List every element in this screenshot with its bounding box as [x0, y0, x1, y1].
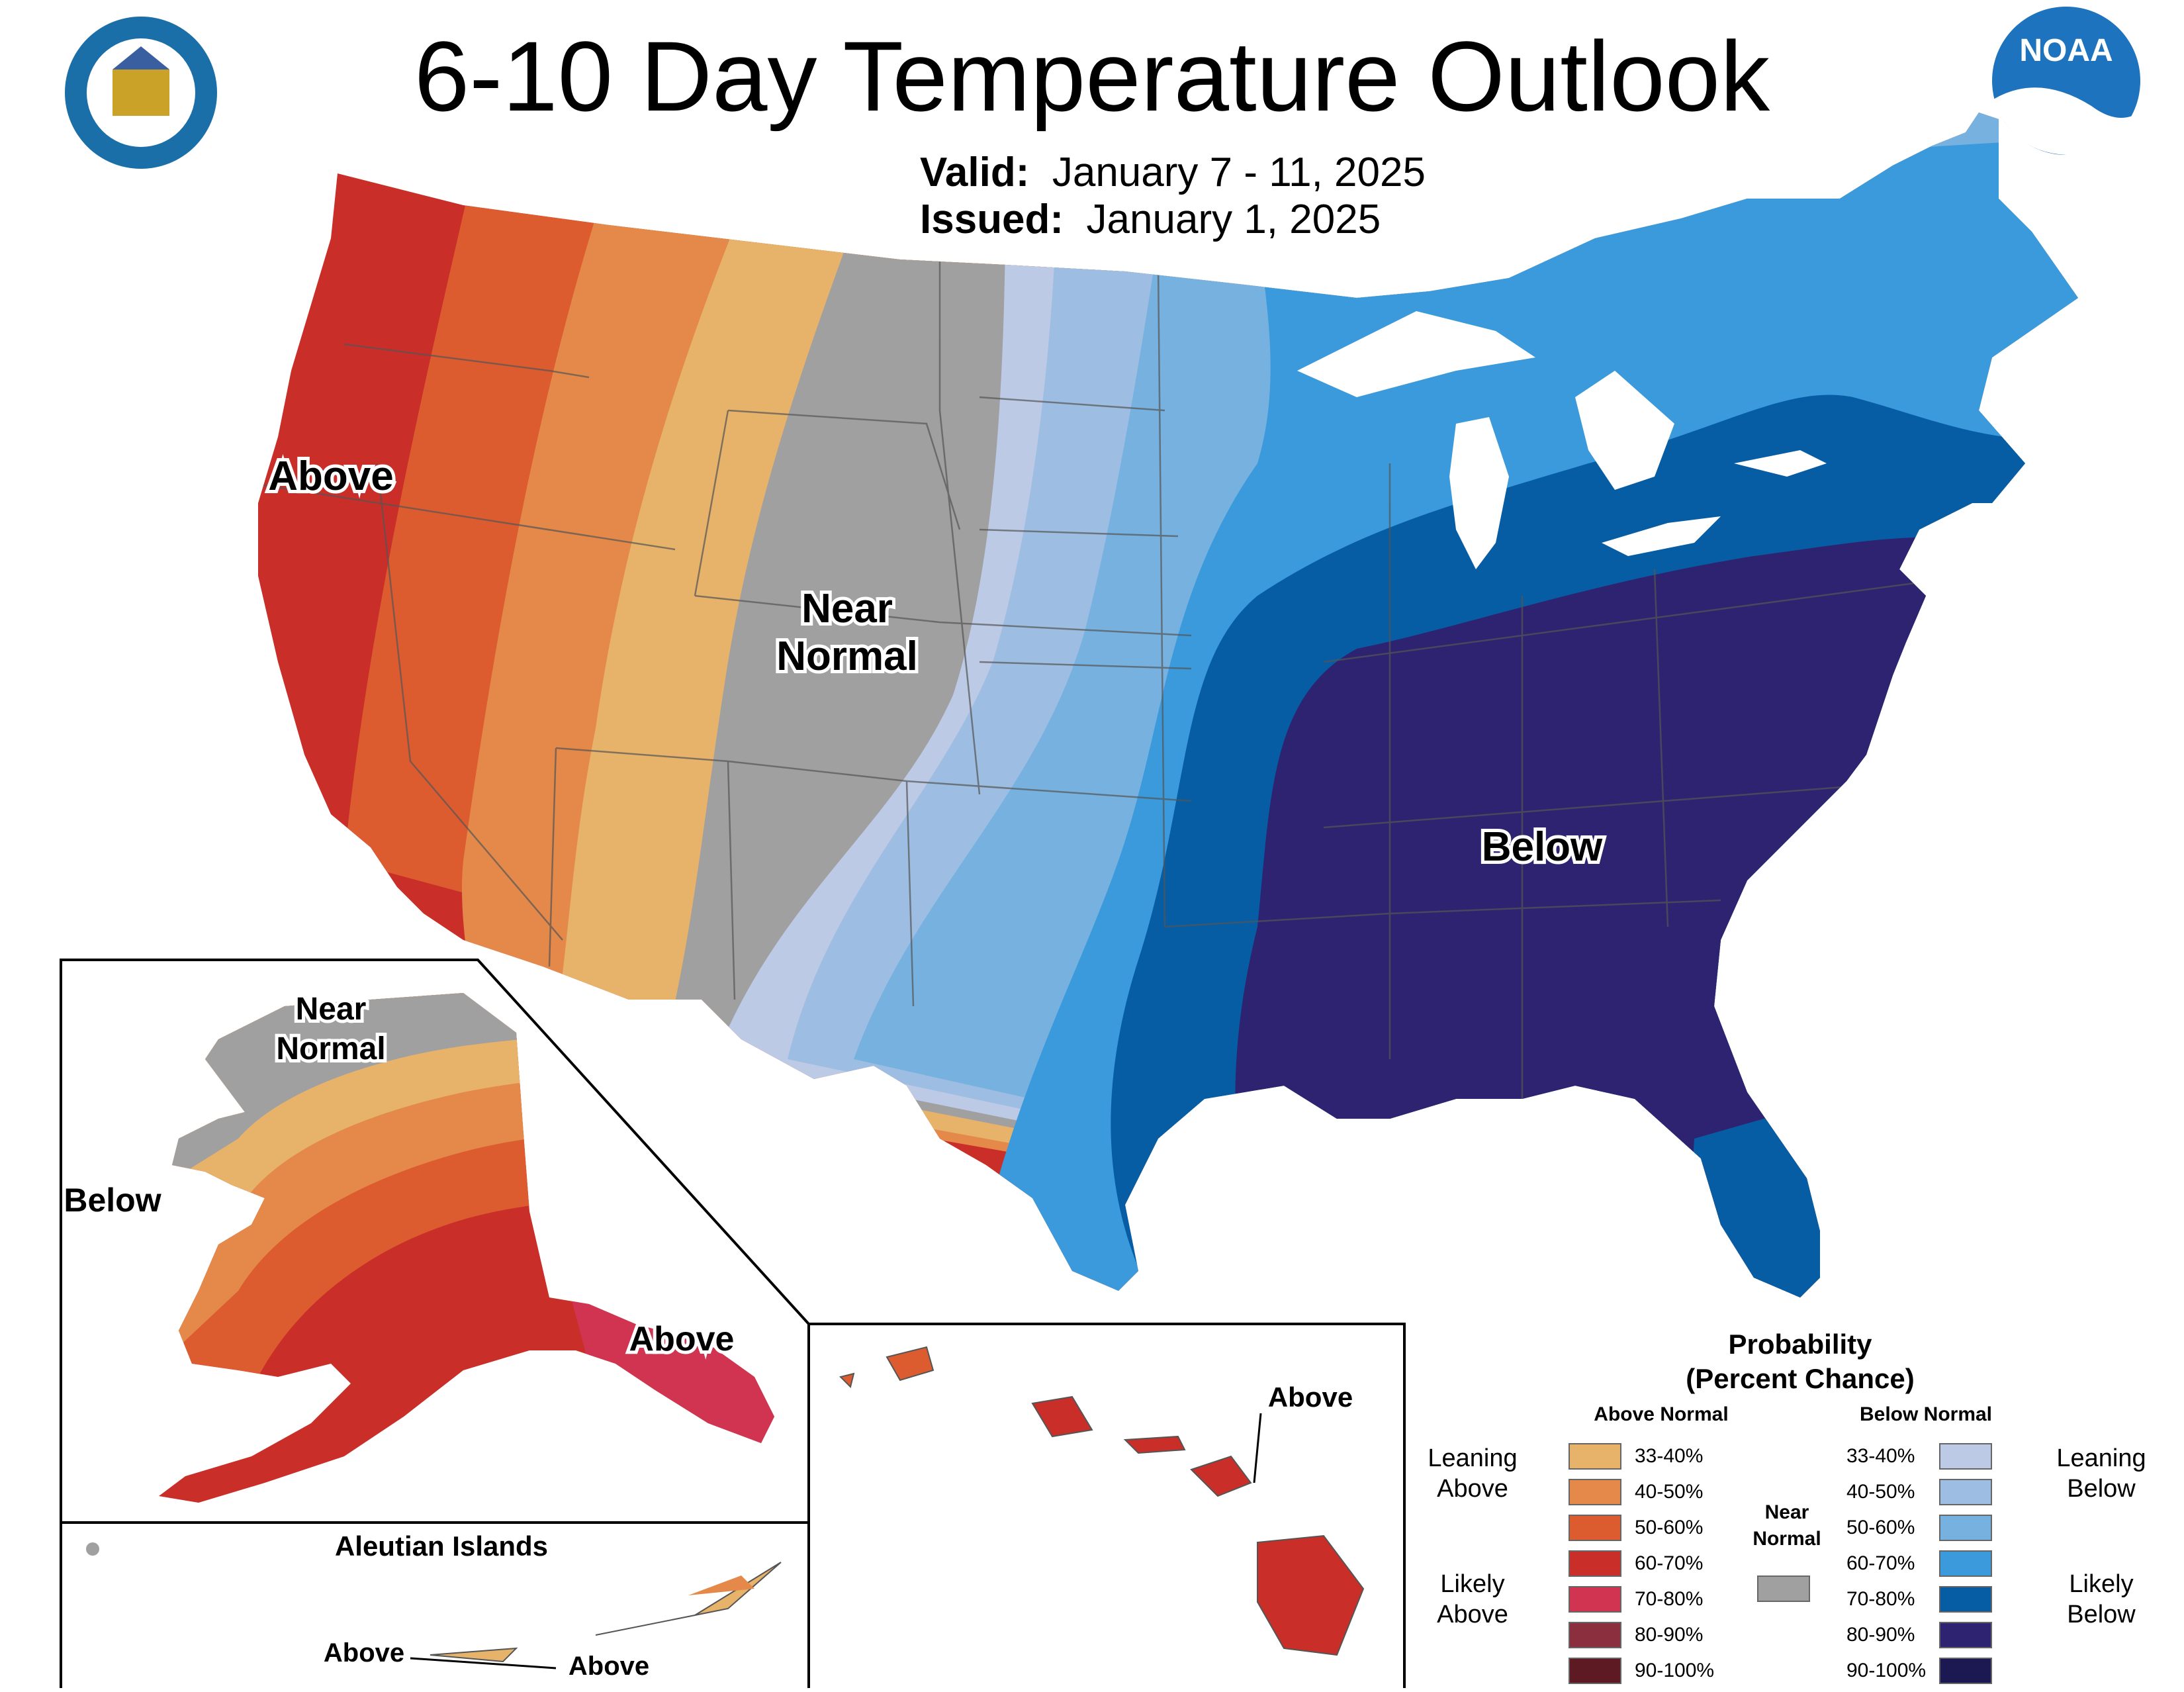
state-borders: [258, 252, 1920, 1125]
legend-title-line-1: Probability: [1728, 1329, 1872, 1360]
valid-label: Valid:: [920, 150, 1030, 195]
ak-near-label-2: Normal: [276, 1031, 385, 1066]
legend-below-range-4: 70-80%: [1846, 1588, 1915, 1610]
legend-leaning-below: Leaning Below: [2056, 1444, 2146, 1503]
noaa-logo-text: NOAA: [2019, 33, 2113, 68]
legend-above-swatch-1: [1569, 1479, 1621, 1505]
legend-above-range-2: 50-60%: [1635, 1517, 1704, 1538]
lake-ontario: [1734, 450, 1827, 477]
hawaii-islands: [839, 1346, 1365, 1656]
lake-huron: [1575, 371, 1674, 490]
legend-below-swatch-5: [1939, 1622, 1992, 1648]
conus-above-label: Above: [268, 453, 393, 499]
hawaii-inset-frame: [807, 1323, 1406, 1688]
aleutian-title: Aleutian Islands: [335, 1530, 548, 1562]
legend-below-header: Below Normal: [1859, 1403, 1993, 1425]
hawaii-above-label: Above: [1268, 1382, 1353, 1413]
legend-below-swatch-3: [1939, 1550, 1992, 1577]
legend-above-header: Above Normal: [1594, 1403, 1729, 1425]
valid-line: Valid: January 7 - 11, 2025: [920, 149, 1426, 197]
legend-below-swatch-1: [1939, 1479, 1992, 1505]
conus-near-label-1: Near: [801, 586, 893, 632]
conus-below-label: Below: [1482, 824, 1603, 870]
legend-below-range-0: 33-40%: [1846, 1445, 1915, 1467]
aleutian-above-label-2: Above: [569, 1652, 649, 1681]
issued-line: Issued: January 1, 2025: [920, 196, 1381, 244]
issued-label: Issued:: [920, 197, 1064, 242]
legend-below-range-3: 60-70%: [1846, 1552, 1915, 1574]
lake-superior: [1297, 311, 1535, 397]
lake-erie: [1602, 516, 1721, 556]
issued-date: January 1, 2025: [1086, 197, 1381, 242]
ak-above-label: Above: [629, 1320, 735, 1358]
legend-below-range-6: 90-100%: [1846, 1660, 1927, 1681]
aleutian-above-label-1: Above: [324, 1638, 404, 1668]
legend-above-range-6: 90-100%: [1635, 1660, 1715, 1681]
legend-above-swatch-5: [1569, 1622, 1621, 1648]
legend-below-range-1: 40-50%: [1846, 1481, 1915, 1503]
legend-above-swatch-6: [1569, 1658, 1621, 1684]
legend-below-range-5: 80-90%: [1846, 1624, 1915, 1646]
legend-likely-above: Likely Above: [1437, 1570, 1508, 1628]
legend-near-normal-label: Near Normal: [1752, 1501, 1821, 1550]
noaa-logo-icon: NOAA: [1992, 7, 2140, 156]
legend-below-swatch-6: [1939, 1658, 1992, 1684]
legend-above-range-5: 80-90%: [1635, 1624, 1704, 1646]
legend-below-swatch-4: [1939, 1586, 1992, 1613]
legend-above-range-1: 40-50%: [1635, 1481, 1704, 1503]
lake-michigan: [1449, 417, 1509, 569]
map-title: 6-10 Day Temperature Outlook: [414, 21, 1770, 132]
alaska-map: [159, 993, 774, 1503]
legend-above-swatch-2: [1569, 1515, 1621, 1541]
legend-leaning-above: Leaning Above: [1428, 1444, 1518, 1503]
legend-title-line-2: (Percent Chance): [1686, 1363, 1915, 1394]
legend-below-swatch-2: [1939, 1515, 1992, 1541]
conus-near-label-2: Normal: [776, 634, 918, 679]
legend-above-swatch-4: [1569, 1586, 1621, 1613]
aleutian-islands: [86, 1542, 782, 1663]
valid-dates: January 7 - 11, 2025: [1052, 150, 1426, 195]
region-below-80-90: [1235, 537, 2078, 1297]
legend-above-range-0: 33-40%: [1635, 1445, 1704, 1467]
commerce-seal-icon: [65, 17, 217, 169]
legend-likely-below: Likely Below: [2067, 1570, 2136, 1628]
legend-above-swatch-3: [1569, 1550, 1621, 1577]
ak-below-label: Below: [64, 1182, 161, 1219]
legend-above-range-3: 60-70%: [1635, 1552, 1704, 1574]
legend-near-normal-swatch: [1757, 1575, 1810, 1602]
region-florida-70-80: [1681, 1112, 1853, 1297]
ak-near-label-1: Near: [296, 992, 367, 1027]
legend-above-swatch-0: [1569, 1443, 1621, 1470]
legend-above-range-4: 70-80%: [1635, 1588, 1704, 1610]
legend-title: Probability (Percent Chance): [1628, 1327, 1972, 1396]
legend-below-swatch-0: [1939, 1443, 1992, 1470]
legend-below-range-2: 50-60%: [1846, 1517, 1915, 1538]
